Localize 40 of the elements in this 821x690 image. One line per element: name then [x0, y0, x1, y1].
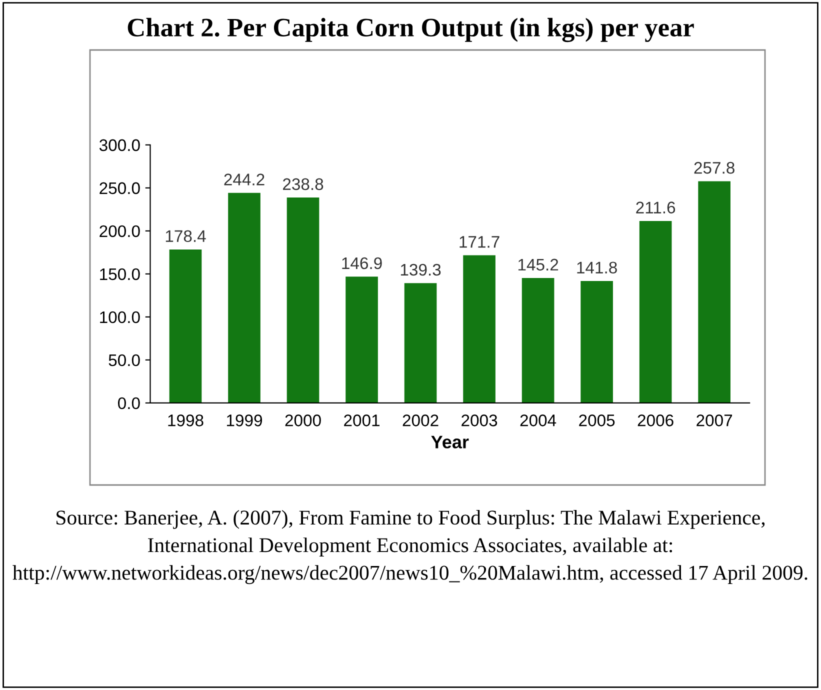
data-label: 178.4 [166, 230, 206, 242]
data-label: 257.8 [694, 162, 734, 174]
y-tick-label: 0.0 [118, 397, 140, 410]
y-tick-label: 100.0 [100, 311, 140, 324]
bar [522, 278, 554, 403]
x-tick-label: 2005 [579, 414, 615, 426]
bar [286, 198, 320, 403]
x-tick-label: 2000 [285, 414, 321, 426]
x-tick-label: 2006 [638, 414, 674, 426]
data-label: 145.2 [518, 258, 558, 271]
data-label: 211.6 [636, 202, 676, 214]
data-label: 244.2 [224, 174, 264, 186]
x-tick-label: 2007 [696, 414, 732, 426]
x-tick-label: 2003 [462, 414, 498, 426]
data-label: 139.3 [400, 264, 441, 276]
bar [228, 192, 260, 403]
bar [639, 220, 672, 403]
data-label: 238.8 [283, 178, 324, 190]
x-axis-title: Year [431, 436, 469, 448]
y-tick-label: 250.0 [100, 182, 140, 194]
x-tick-label: 2004 [520, 414, 556, 426]
x-tick-label: 2001 [344, 414, 380, 426]
bar [404, 283, 437, 403]
x-tick-label: 1999 [226, 414, 262, 426]
y-tick-label: 150.0 [100, 268, 140, 280]
bar [346, 276, 378, 403]
bar [580, 280, 613, 403]
data-label: 171.7 [460, 236, 500, 248]
data-label: 141.8 [577, 262, 617, 274]
y-tick-label: 300.0 [99, 139, 140, 152]
y-tick-label: 50.0 [108, 354, 140, 366]
chart-title: Chart 2. Per Capita Corn Output (in kgs) per year [128, 18, 694, 42]
bar [698, 181, 730, 403]
data-label: 146.9 [342, 257, 382, 270]
x-tick-label: 1998 [168, 414, 204, 426]
x-tick-label: 2002 [402, 414, 438, 426]
bar [463, 255, 496, 403]
bar [169, 250, 202, 403]
source-note: Source: Banerjee, A. (2007), From Famine to Food Surplus: The Malawi Experience, International Development Economics Associates, available at: http://www.networkideas.org/news/dec2007/news10_%20Malawi.htm, accessed 17 April 2009. [12, 510, 808, 584]
y-tick-label: 200.0 [100, 225, 140, 238]
